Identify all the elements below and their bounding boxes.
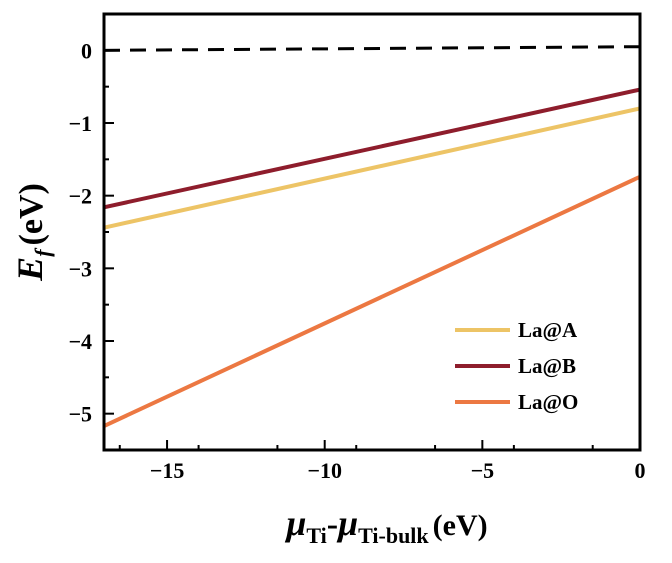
plot-marks	[103, 45, 641, 428]
y-tick-label: −2	[68, 184, 92, 209]
axis-ticks: −15 −10 −5 0 0 −1 −2 −3 −4 −5	[68, 13, 646, 483]
legend: La@A La@B La@O	[455, 318, 578, 414]
x-axis-mu2: μ	[336, 503, 358, 543]
x-axis-unit: (eV)	[433, 509, 488, 542]
x-axis-sub2: Ti-bulk	[358, 523, 429, 548]
x-axis-title: μTi-μTi-bulk (eV)	[284, 503, 487, 548]
x-tick-label: 0	[635, 458, 646, 483]
x-tick-label: −15	[150, 458, 185, 483]
y-axis-symbol: E	[10, 257, 50, 282]
x-axis-mu1: μ	[284, 503, 306, 543]
y-tick-label: −4	[68, 329, 92, 354]
series-line-la-at-b	[103, 87, 641, 210]
x-axis-dash: -	[327, 506, 338, 543]
legend-label: La@O	[518, 390, 578, 414]
y-axis-title: Ef (eV)	[10, 183, 55, 282]
y-axis-subscript: f	[30, 247, 55, 257]
x-tick-label: −10	[307, 458, 342, 483]
series-line-la-at-o	[103, 174, 641, 428]
x-axis-sub1: Ti	[306, 523, 326, 548]
x-tick-label: −5	[471, 458, 495, 483]
zero-reference-line	[103, 45, 641, 52]
plot-frame	[102, 12, 642, 452]
y-tick-label: −5	[68, 402, 92, 427]
legend-label: La@A	[518, 318, 578, 342]
y-axis-unit: (eV)	[13, 183, 50, 245]
y-tick-label: −1	[68, 111, 92, 136]
legend-label: La@B	[518, 354, 576, 378]
series-line-la-at-a	[103, 106, 641, 230]
y-tick-label: −3	[68, 256, 92, 281]
y-tick-label: 0	[81, 38, 92, 63]
